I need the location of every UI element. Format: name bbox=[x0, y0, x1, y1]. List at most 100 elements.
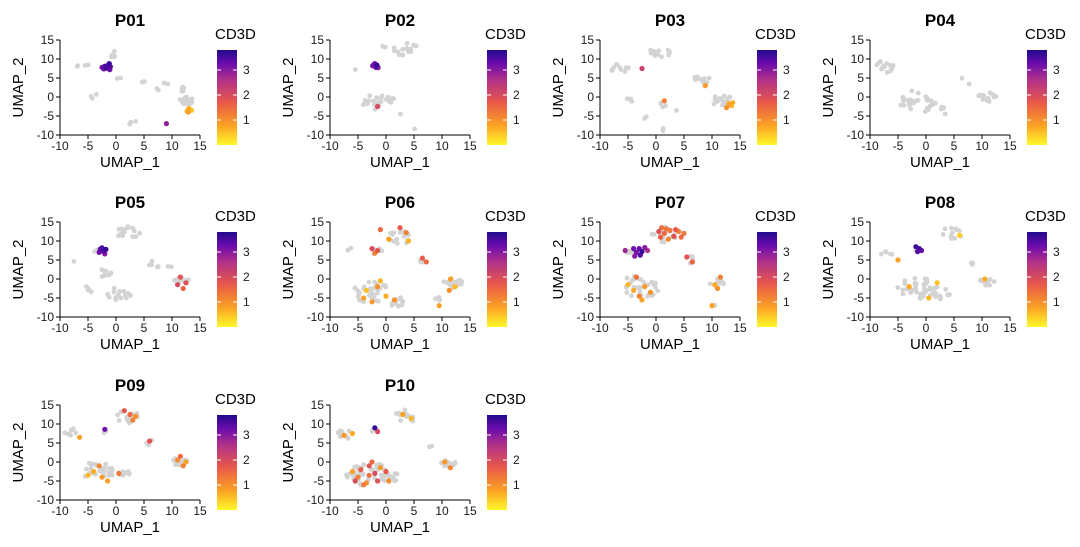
cd3d-expressing-cell bbox=[375, 284, 381, 290]
background-cells bbox=[335, 407, 458, 488]
cell-point bbox=[630, 277, 635, 283]
x-axis-label: UMAP_1 bbox=[370, 336, 430, 353]
colorbar bbox=[757, 50, 777, 145]
cell-point bbox=[112, 48, 117, 54]
cell-point bbox=[111, 289, 117, 295]
y-tick-label: 15 bbox=[851, 33, 865, 47]
colorbar-legend: CD3D 1 2 3 bbox=[215, 208, 256, 327]
panel-title: P08 bbox=[925, 193, 955, 212]
colorbar-legend: CD3D 1 2 3 bbox=[485, 391, 526, 510]
cell-point bbox=[390, 474, 396, 480]
cell-point bbox=[402, 407, 408, 413]
cd3d-expressing-cell bbox=[673, 227, 679, 233]
cell-point bbox=[914, 289, 920, 295]
x-tick-label: 10 bbox=[435, 504, 449, 518]
y-tick-label: 5 bbox=[587, 71, 594, 85]
cell-point bbox=[355, 294, 361, 299]
x-tick-label: 10 bbox=[165, 139, 179, 153]
x-tick-label: 5 bbox=[681, 321, 688, 335]
cell-point bbox=[398, 418, 403, 423]
cell-point bbox=[361, 102, 366, 108]
y-tick-label: 15 bbox=[311, 398, 325, 412]
cell-point bbox=[102, 268, 107, 274]
cell-point bbox=[656, 48, 662, 54]
panel-p09: P09 -10 -5 0 5 10 15 -10 -5 0 5 10 15 UMAP_1 UMAP_2 CD3… bbox=[10, 376, 256, 536]
cd3d-expressing-cell bbox=[982, 276, 988, 282]
x-tick-label: -10 bbox=[861, 321, 879, 335]
cell-point bbox=[123, 470, 128, 476]
cd3d-expressing-cell bbox=[375, 429, 381, 435]
y-tick-label: 15 bbox=[851, 215, 865, 229]
cell-point bbox=[922, 276, 928, 282]
cd3d-expressing-cell bbox=[349, 430, 355, 437]
cell-point bbox=[978, 278, 983, 283]
cell-point bbox=[391, 478, 397, 484]
colorbar-legend: CD3D 1 2 3 bbox=[485, 26, 526, 145]
cell-point bbox=[649, 231, 655, 237]
expressing-cells bbox=[639, 65, 736, 111]
cell-point bbox=[75, 63, 81, 69]
cd3d-expressing-cell bbox=[130, 417, 136, 423]
cd3d-expressing-cell bbox=[361, 482, 367, 488]
cell-point bbox=[365, 101, 371, 107]
legend-tick-label: 3 bbox=[1053, 245, 1060, 259]
panel-p08: P08 -10 -5 0 5 10 15 -10 -5 0 5 10 15 UMAP_1 UMAP_2 CD3… bbox=[820, 193, 1066, 353]
x-tick-label: 10 bbox=[705, 321, 719, 335]
cd3d-expressing-cell bbox=[715, 285, 721, 292]
x-tick-label: 15 bbox=[463, 321, 477, 335]
cd3d-expressing-cell bbox=[642, 244, 648, 251]
cell-point bbox=[393, 411, 399, 416]
cell-point bbox=[915, 90, 921, 96]
x-tick-label: 5 bbox=[411, 504, 418, 518]
cell-point bbox=[706, 75, 712, 81]
cell-point bbox=[437, 297, 442, 303]
x-tick-label: 0 bbox=[923, 321, 930, 335]
cell-point bbox=[952, 235, 958, 241]
cell-point bbox=[629, 98, 635, 104]
cell-point bbox=[451, 462, 457, 468]
legend-tick-label: 3 bbox=[1053, 63, 1060, 77]
cell-point bbox=[697, 76, 703, 82]
cell-point bbox=[458, 281, 464, 287]
cell-point bbox=[128, 293, 133, 298]
cell-point bbox=[637, 289, 643, 294]
x-tick-label: 0 bbox=[383, 504, 390, 518]
legend-tick-label: 3 bbox=[783, 63, 790, 77]
y-tick-label: 0 bbox=[857, 272, 864, 286]
y-tick-label: 0 bbox=[317, 90, 324, 104]
cell-point bbox=[126, 471, 132, 476]
cell-point bbox=[155, 264, 161, 269]
colorbar-legend: CD3D 1 2 3 bbox=[215, 391, 256, 510]
cell-point bbox=[623, 65, 629, 71]
cell-point bbox=[352, 285, 358, 291]
cell-point bbox=[137, 230, 143, 236]
cd3d-expressing-cell bbox=[372, 425, 378, 431]
cd3d-expressing-cell bbox=[183, 280, 189, 286]
legend-tick-label: 3 bbox=[783, 245, 790, 259]
cell-point bbox=[379, 93, 385, 99]
cell-point bbox=[889, 251, 895, 257]
colorbar-legend: CD3D 1 2 3 bbox=[485, 208, 526, 327]
legend-tick-label: 1 bbox=[243, 113, 250, 127]
legend-tick-label: 1 bbox=[513, 478, 520, 492]
cd3d-expressing-cell bbox=[661, 98, 668, 104]
cd3d-expressing-cell bbox=[681, 230, 687, 236]
cd3d-expressing-cell bbox=[369, 299, 375, 305]
cell-point bbox=[394, 236, 400, 242]
cell-point bbox=[117, 289, 122, 294]
cd3d-expressing-cell bbox=[622, 247, 628, 254]
cell-point bbox=[388, 230, 393, 236]
y-tick-label: 10 bbox=[41, 417, 55, 431]
cell-point bbox=[335, 430, 341, 435]
cd3d-expressing-cell bbox=[77, 434, 83, 440]
x-tick-label: 0 bbox=[383, 321, 390, 335]
x-tick-label: 10 bbox=[975, 139, 989, 153]
cell-point bbox=[692, 75, 698, 80]
cell-point bbox=[115, 412, 120, 418]
cell-point bbox=[173, 462, 179, 468]
cell-point bbox=[372, 475, 377, 481]
cell-point bbox=[915, 97, 921, 103]
cd3d-expressing-cell bbox=[442, 459, 448, 465]
panel-p05: P05 -10 -5 0 5 10 15 -10 -5 0 5 10 15 UMAP_1 UMAP_2 CD3… bbox=[10, 193, 256, 353]
x-tick-label: 10 bbox=[705, 139, 719, 153]
